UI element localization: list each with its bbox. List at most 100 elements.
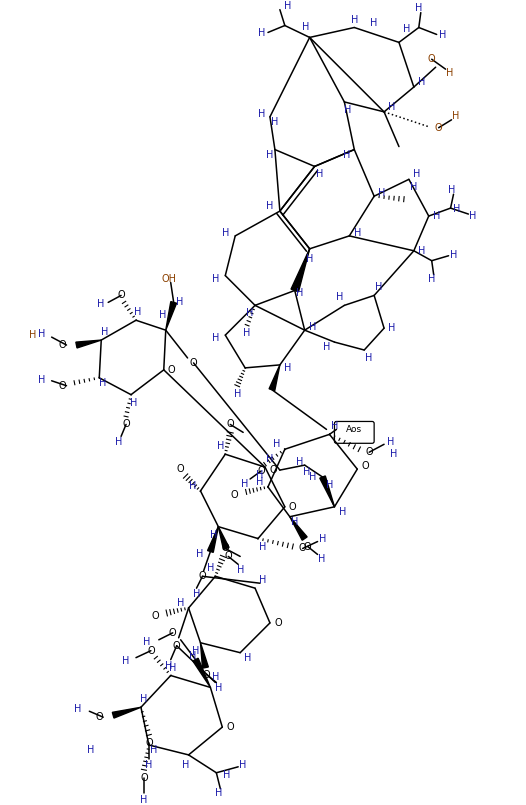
Text: H: H bbox=[211, 672, 219, 683]
Text: H: H bbox=[140, 795, 148, 804]
Text: H: H bbox=[98, 378, 106, 388]
Text: H: H bbox=[418, 246, 426, 256]
Text: O: O bbox=[225, 551, 232, 561]
Text: O: O bbox=[117, 291, 125, 300]
Text: H: H bbox=[196, 550, 204, 559]
Text: H: H bbox=[418, 77, 426, 87]
Text: O: O bbox=[151, 611, 159, 621]
Text: H: H bbox=[210, 530, 217, 539]
Text: H: H bbox=[222, 770, 230, 780]
Text: H: H bbox=[221, 228, 229, 238]
Text: H: H bbox=[207, 564, 214, 573]
Text: H: H bbox=[448, 185, 455, 196]
Text: O: O bbox=[435, 122, 442, 133]
Text: H: H bbox=[336, 292, 343, 303]
Text: O: O bbox=[59, 381, 66, 390]
Text: O: O bbox=[96, 712, 103, 722]
Text: H: H bbox=[331, 422, 338, 431]
Text: O: O bbox=[428, 54, 436, 64]
Text: H: H bbox=[140, 695, 148, 704]
Text: H: H bbox=[351, 14, 358, 25]
Text: H: H bbox=[306, 254, 313, 264]
Text: H: H bbox=[302, 23, 309, 32]
Text: O: O bbox=[257, 466, 265, 476]
Text: H: H bbox=[284, 1, 291, 10]
Text: H: H bbox=[403, 24, 411, 35]
Text: H: H bbox=[169, 663, 176, 672]
Text: H: H bbox=[144, 637, 151, 646]
Text: H: H bbox=[234, 389, 241, 398]
Text: O: O bbox=[299, 543, 307, 554]
Text: O: O bbox=[168, 365, 176, 375]
Text: H: H bbox=[211, 333, 219, 343]
Text: O: O bbox=[304, 542, 311, 551]
Text: H: H bbox=[189, 650, 196, 661]
Text: H: H bbox=[74, 704, 82, 714]
Text: H: H bbox=[271, 117, 279, 126]
Text: O: O bbox=[190, 358, 197, 368]
Text: H: H bbox=[246, 308, 254, 318]
Text: O: O bbox=[173, 641, 180, 650]
Text: H: H bbox=[134, 308, 141, 317]
Text: H: H bbox=[316, 169, 323, 180]
Text: H: H bbox=[376, 283, 383, 292]
Text: H: H bbox=[388, 323, 396, 333]
Polygon shape bbox=[166, 302, 177, 330]
Text: H: H bbox=[115, 437, 123, 448]
Polygon shape bbox=[290, 517, 307, 540]
Text: H: H bbox=[258, 109, 266, 119]
Text: O: O bbox=[366, 448, 373, 457]
Text: H: H bbox=[217, 441, 224, 452]
Text: Aos: Aos bbox=[346, 425, 362, 434]
Text: O: O bbox=[122, 419, 130, 429]
Text: H: H bbox=[390, 449, 398, 459]
Text: H: H bbox=[353, 228, 361, 238]
Text: H: H bbox=[309, 472, 317, 482]
Text: H: H bbox=[239, 760, 247, 770]
Text: H: H bbox=[453, 204, 460, 214]
Text: H: H bbox=[303, 467, 310, 477]
Text: H: H bbox=[450, 250, 457, 260]
Text: H: H bbox=[339, 507, 346, 517]
Text: H: H bbox=[318, 555, 325, 564]
Polygon shape bbox=[113, 708, 141, 718]
Text: H: H bbox=[177, 598, 184, 608]
Text: O: O bbox=[145, 738, 153, 748]
Text: H: H bbox=[259, 576, 267, 585]
Polygon shape bbox=[200, 642, 208, 668]
Polygon shape bbox=[320, 476, 335, 507]
Text: H: H bbox=[38, 329, 46, 339]
Polygon shape bbox=[193, 658, 210, 687]
Text: H: H bbox=[319, 534, 326, 543]
Text: H: H bbox=[159, 310, 166, 320]
Text: H: H bbox=[446, 68, 453, 78]
Text: O: O bbox=[221, 543, 229, 554]
Text: H: H bbox=[291, 517, 298, 526]
Text: H: H bbox=[388, 102, 396, 112]
Text: O: O bbox=[226, 722, 234, 732]
Text: H: H bbox=[29, 330, 37, 341]
Polygon shape bbox=[218, 526, 229, 550]
Text: H: H bbox=[215, 683, 222, 693]
Text: H: H bbox=[273, 440, 280, 449]
Text: H: H bbox=[38, 375, 46, 385]
Text: H: H bbox=[245, 653, 252, 663]
Polygon shape bbox=[208, 526, 218, 552]
Text: H: H bbox=[469, 211, 476, 221]
Text: H: H bbox=[266, 454, 274, 464]
Text: H: H bbox=[439, 31, 446, 40]
Text: H: H bbox=[378, 188, 386, 198]
Text: O: O bbox=[274, 618, 282, 628]
Text: H: H bbox=[259, 542, 267, 551]
Text: O: O bbox=[140, 773, 148, 782]
Text: H: H bbox=[145, 760, 153, 770]
Text: H: H bbox=[165, 661, 173, 671]
Text: O: O bbox=[269, 465, 277, 475]
Text: H: H bbox=[176, 297, 184, 308]
Text: H: H bbox=[193, 589, 200, 599]
FancyBboxPatch shape bbox=[335, 422, 374, 444]
Text: H: H bbox=[87, 745, 94, 755]
Text: H: H bbox=[284, 363, 291, 373]
Text: H: H bbox=[266, 150, 274, 159]
Text: O: O bbox=[147, 646, 155, 656]
